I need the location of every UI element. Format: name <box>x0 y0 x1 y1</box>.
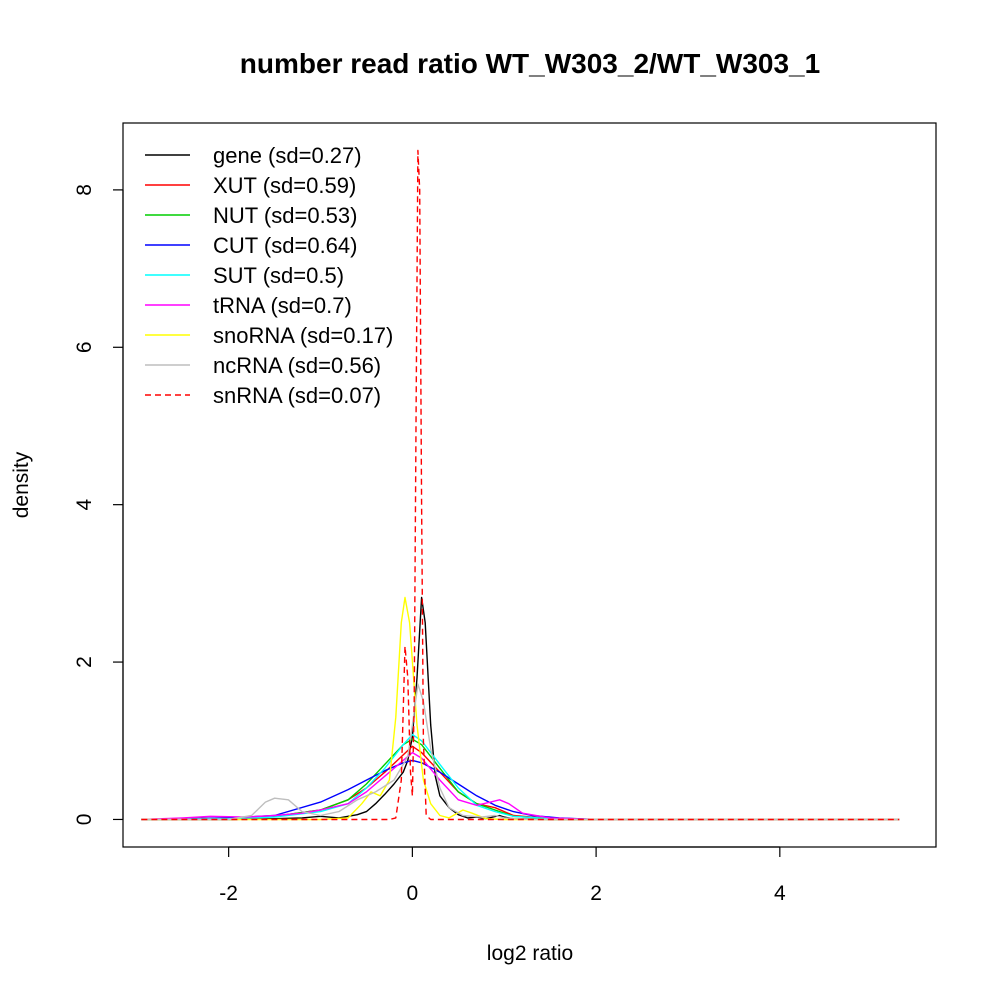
legend-label: tRNA (sd=0.7) <box>213 293 352 318</box>
y-tick-label: 6 <box>73 341 96 353</box>
y-tick-label: 2 <box>73 656 96 668</box>
chart-title: number read ratio WT_W303_2/WT_W303_1 <box>240 48 820 79</box>
y-tick-label: 8 <box>73 184 96 196</box>
legend-label: NUT (sd=0.53) <box>213 203 357 228</box>
series-line-5 <box>141 751 900 821</box>
legend-label: ncRNA (sd=0.56) <box>213 353 381 378</box>
series-line-4 <box>141 733 900 821</box>
legend-label: gene (sd=0.27) <box>213 143 362 168</box>
series-line-1 <box>141 745 900 821</box>
series-layer <box>141 149 900 821</box>
series-line-0 <box>141 596 900 821</box>
x-tick-label: 2 <box>590 882 602 905</box>
x-axis-label: log2 ratio <box>487 942 573 965</box>
legend-label: snRNA (sd=0.07) <box>213 383 381 408</box>
legend-label: XUT (sd=0.59) <box>213 173 356 198</box>
x-axis: -2 0 2 4 <box>219 846 786 905</box>
legend-label: snoRNA (sd=0.17) <box>213 323 393 348</box>
legend-label: CUT (sd=0.64) <box>213 233 357 258</box>
x-tick-label: -2 <box>219 882 238 905</box>
y-tick-label: 4 <box>73 499 96 511</box>
y-axis: 0 2 4 6 8 <box>73 184 124 826</box>
x-tick-label: 0 <box>407 882 419 905</box>
x-tick-label: 4 <box>774 882 786 905</box>
series-line-6 <box>141 596 900 821</box>
legend-label: SUT (sd=0.5) <box>213 263 344 288</box>
series-line-7 <box>141 683 900 821</box>
series-line-3 <box>141 759 900 821</box>
series-line-2 <box>141 738 900 821</box>
y-tick-label: 0 <box>73 814 96 826</box>
series-line-8 <box>141 149 900 821</box>
y-axis-label: density <box>10 451 33 518</box>
plot-frame <box>122 122 937 848</box>
legend: gene (sd=0.27) XUT (sd=0.59) NUT (sd=0.53)… <box>145 143 393 408</box>
